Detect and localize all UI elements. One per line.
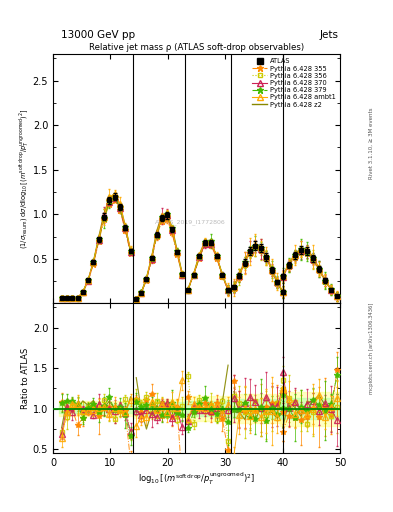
- Text: 13000 GeV pp: 13000 GeV pp: [61, 30, 135, 40]
- Text: ATLAS_2019_I1772806: ATLAS_2019_I1772806: [155, 220, 226, 225]
- X-axis label: $\log_{10}[(m^\mathrm{soft\,drop}/p_T^\mathrm{ungroomed})^2]$: $\log_{10}[(m^\mathrm{soft\,drop}/p_T^\m…: [138, 471, 255, 487]
- Y-axis label: $(1/\sigma_\mathrm{resum})$ d$\sigma$/d$\log_{10}[(m^\mathrm{soft\,drop}/p_T^\ma: $(1/\sigma_\mathrm{resum})$ d$\sigma$/d$…: [18, 108, 31, 249]
- Text: Rivet 3.1.10, ≥ 3M events: Rivet 3.1.10, ≥ 3M events: [369, 108, 374, 179]
- Text: mcplots.cern.ch [arXiv:1306.3436]: mcplots.cern.ch [arXiv:1306.3436]: [369, 303, 374, 394]
- Text: Jets: Jets: [320, 30, 339, 40]
- Legend: ATLAS, Pythia 6.428 355, Pythia 6.428 356, Pythia 6.428 370, Pythia 6.428 379, P: ATLAS, Pythia 6.428 355, Pythia 6.428 35…: [251, 57, 337, 109]
- Title: Relative jet mass ρ (ATLAS soft-drop observables): Relative jet mass ρ (ATLAS soft-drop obs…: [89, 42, 304, 52]
- Y-axis label: Ratio to ATLAS: Ratio to ATLAS: [21, 348, 30, 409]
